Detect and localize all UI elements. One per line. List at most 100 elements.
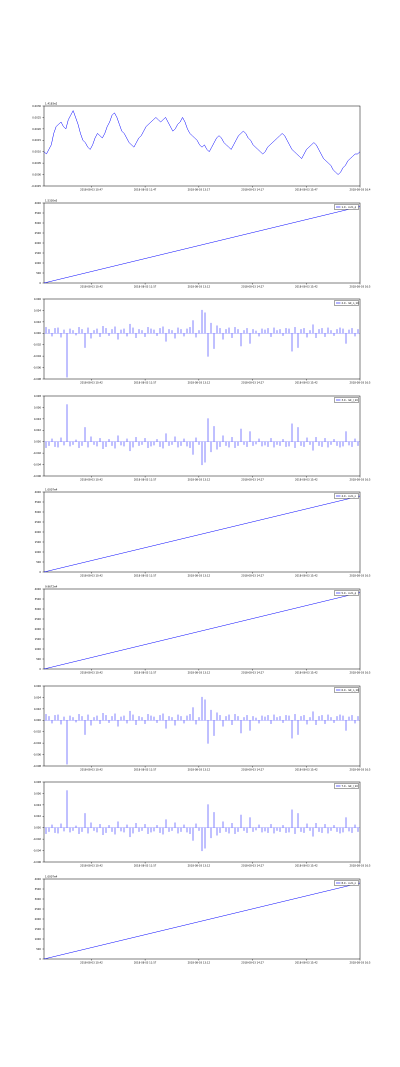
y-tick-label: 0 <box>39 281 41 285</box>
y-tick-label: 0.0030 <box>32 104 41 108</box>
y-tick-label: 0 <box>39 667 41 671</box>
legend-frame <box>334 300 359 306</box>
x-tick-label: 2018-08-03 16:5 <box>350 478 371 482</box>
x-tick-label: 2018-08-03 16:5 <box>350 768 371 772</box>
y-tick-label: 4000 <box>35 490 42 494</box>
x-tick-label: 2018-08-03 14:27 <box>241 961 264 965</box>
series-line <box>43 882 361 960</box>
plot-frame <box>43 878 361 960</box>
x-tick-label: 2018-08-03 13:12 <box>188 768 211 772</box>
y-tick-label: 2500 <box>35 907 42 911</box>
x-tick-label: 2018-08-03 14:27 <box>241 381 264 385</box>
chart-7: 0.006 0.004 0.002 0.000 -0.002 -0.004 -0.006 -0… <box>33 684 371 772</box>
x-tick-label: 2018-08-03 16:5 <box>350 381 371 385</box>
y-tick-label: -0.006 <box>33 365 41 369</box>
y-tick-label: -0.004 <box>33 354 41 358</box>
legend-frame <box>334 397 359 403</box>
y-tick-label: 0.008 <box>34 394 42 398</box>
legend-label: 7.0 - ret_l_10 <box>342 784 359 788</box>
y-tick-label: -0.008 <box>33 764 41 768</box>
legend: 2.0 - ret_n_10 <box>334 300 360 306</box>
y-tick-label: 3000 <box>35 510 42 514</box>
x-tick-label: 2018-08-03 11:57 <box>134 381 157 385</box>
y-tick-label: 0.002 <box>34 428 42 432</box>
y-tick-label: 4000 <box>35 201 42 205</box>
x-tick-label: 2018-08-03 10:42 <box>80 574 103 578</box>
x-tick-label: 2018-08-03 11:57 <box>134 961 157 965</box>
y-tick-label: 0.004 <box>34 803 42 807</box>
x-tick-label: 2018-08-03 16:4 <box>350 188 371 192</box>
y-tick-label: 0.002 <box>34 707 42 711</box>
legend-label: 3.0 - ret_l_10 <box>342 398 359 402</box>
y-tick-label: -0.002 <box>33 730 41 734</box>
y-tick-label: 0.006 <box>34 405 42 409</box>
plot-frame <box>43 781 361 863</box>
x-tick-label: 2018-08-03 15:42 <box>295 478 318 482</box>
offset-text: 1.0007e4 <box>45 488 58 492</box>
y-tick-label: 0.0010 <box>32 150 41 154</box>
plot-frame <box>43 105 361 187</box>
y-tick-label: 0.002 <box>34 814 42 818</box>
plot-frame <box>43 491 361 573</box>
y-tick-label: 2500 <box>35 231 42 235</box>
y-tick-label: 3000 <box>35 221 42 225</box>
x-tick-label: 2018-08-03 10:42 <box>80 381 103 385</box>
y-tick-label: 3500 <box>35 211 42 215</box>
y-tick-label: 0.006 <box>34 791 42 795</box>
series-line <box>43 592 361 670</box>
y-tick-label: 1500 <box>35 251 42 255</box>
y-tick-label: -0.004 <box>33 462 41 466</box>
x-tick-label: 2018-08-03 16:5 <box>350 574 371 578</box>
y-tick-label: 0 <box>39 570 41 574</box>
y-tick-label: 1000 <box>35 937 42 941</box>
y-tick-label: 0.0020 <box>32 127 41 131</box>
x-tick-label: 2018-08-03 14:27 <box>241 285 264 289</box>
y-tick-label: 0.0000 <box>32 172 41 176</box>
legend: 5.0 - cum_q <box>334 590 359 596</box>
y-tick-label: 1000 <box>35 261 42 265</box>
chart-3: 0.006 0.004 0.002 0.000 -0.002 -0.004 -0.006 -0… <box>33 297 371 385</box>
y-tick-label: 3500 <box>35 887 42 891</box>
x-tick-label: 2018-08-03 11:57 <box>134 768 157 772</box>
y-tick-label: 0.000 <box>34 331 42 335</box>
x-tick-label: 2018-08-03 16:5 <box>350 285 371 289</box>
y-tick-label: 2000 <box>35 530 42 534</box>
y-tick-label: 500 <box>36 271 41 275</box>
y-tick-label: 0.004 <box>34 417 42 421</box>
y-tick-label: 3500 <box>35 500 42 504</box>
y-tick-label: 2000 <box>35 917 42 921</box>
y-tick-label: 0.000 <box>34 440 42 444</box>
series-line <box>43 206 361 284</box>
x-tick-label: 2018-08-03 15:42 <box>295 574 318 578</box>
x-tick-label: 2018-08-03 13:12 <box>188 864 211 868</box>
y-tick-label: -0.002 <box>33 837 41 841</box>
x-tick-label: 2018-08-03 10:47 <box>80 188 103 192</box>
legend-label: 2.0 - ret_n_10 <box>342 301 360 305</box>
x-tick-label: 2018-08-03 14:27 <box>241 864 264 868</box>
x-tick-label: 2018-08-03 14:27 <box>241 768 264 772</box>
legend-frame <box>334 493 359 499</box>
y-tick-label: -0.0005 <box>31 184 41 188</box>
legend-frame <box>334 687 359 693</box>
x-tick-label: 2018-08-03 13:17 <box>188 188 211 192</box>
legend-label: 4.0 - cum_n <box>342 494 357 498</box>
legend: 1.0 - cum_q <box>334 204 359 210</box>
x-tick-label: 2018-08-03 11:57 <box>134 671 157 675</box>
plot-frame <box>43 588 361 670</box>
offset-text: 1.0007e4 <box>45 875 58 879</box>
y-tick-label: 3000 <box>35 607 42 611</box>
x-tick-label: 2018-08-03 16:5 <box>350 961 371 965</box>
x-tick-label: 2018-08-03 13:12 <box>188 285 211 289</box>
y-tick-label: 1500 <box>35 927 42 931</box>
y-tick-label: -0.006 <box>33 474 41 478</box>
y-tick-label: 0 <box>39 957 41 961</box>
x-tick-label: 2018-08-03 15:47 <box>295 188 318 192</box>
y-tick-label: 0.008 <box>34 780 42 784</box>
x-tick-label: 2018-08-03 11:57 <box>134 864 157 868</box>
x-tick-label: 2018-08-03 10:42 <box>80 671 103 675</box>
legend-label: 5.0 - cum_q <box>342 591 357 595</box>
y-tick-label: -0.004 <box>33 848 41 852</box>
legend: 4.0 - cum_n <box>334 493 359 499</box>
